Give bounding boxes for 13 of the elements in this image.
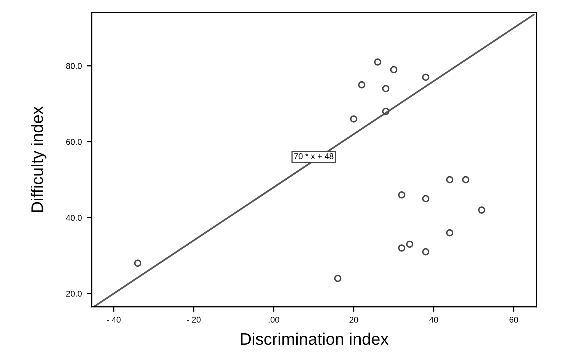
x-tick-label: .00 [268,317,280,323]
y-tick-label: 20.0 [66,291,82,297]
y-tick-label: 40.0 [66,215,82,221]
x-tick-label: 60 [510,317,518,323]
y-axis-title: Difficulty index [31,106,47,212]
y-tick-label: 60.0 [66,139,82,146]
x-axis-title: Discrimination index [241,332,389,346]
x-tick-label: 20 [350,317,358,323]
x-tick-label: - 40 [107,317,121,323]
x-tick-label: 40 [430,317,438,323]
x-tick-label: - 20 [187,317,201,323]
y-tick-label: 80.0 [66,63,82,70]
annotation: 70 * x + 48 [294,154,334,160]
